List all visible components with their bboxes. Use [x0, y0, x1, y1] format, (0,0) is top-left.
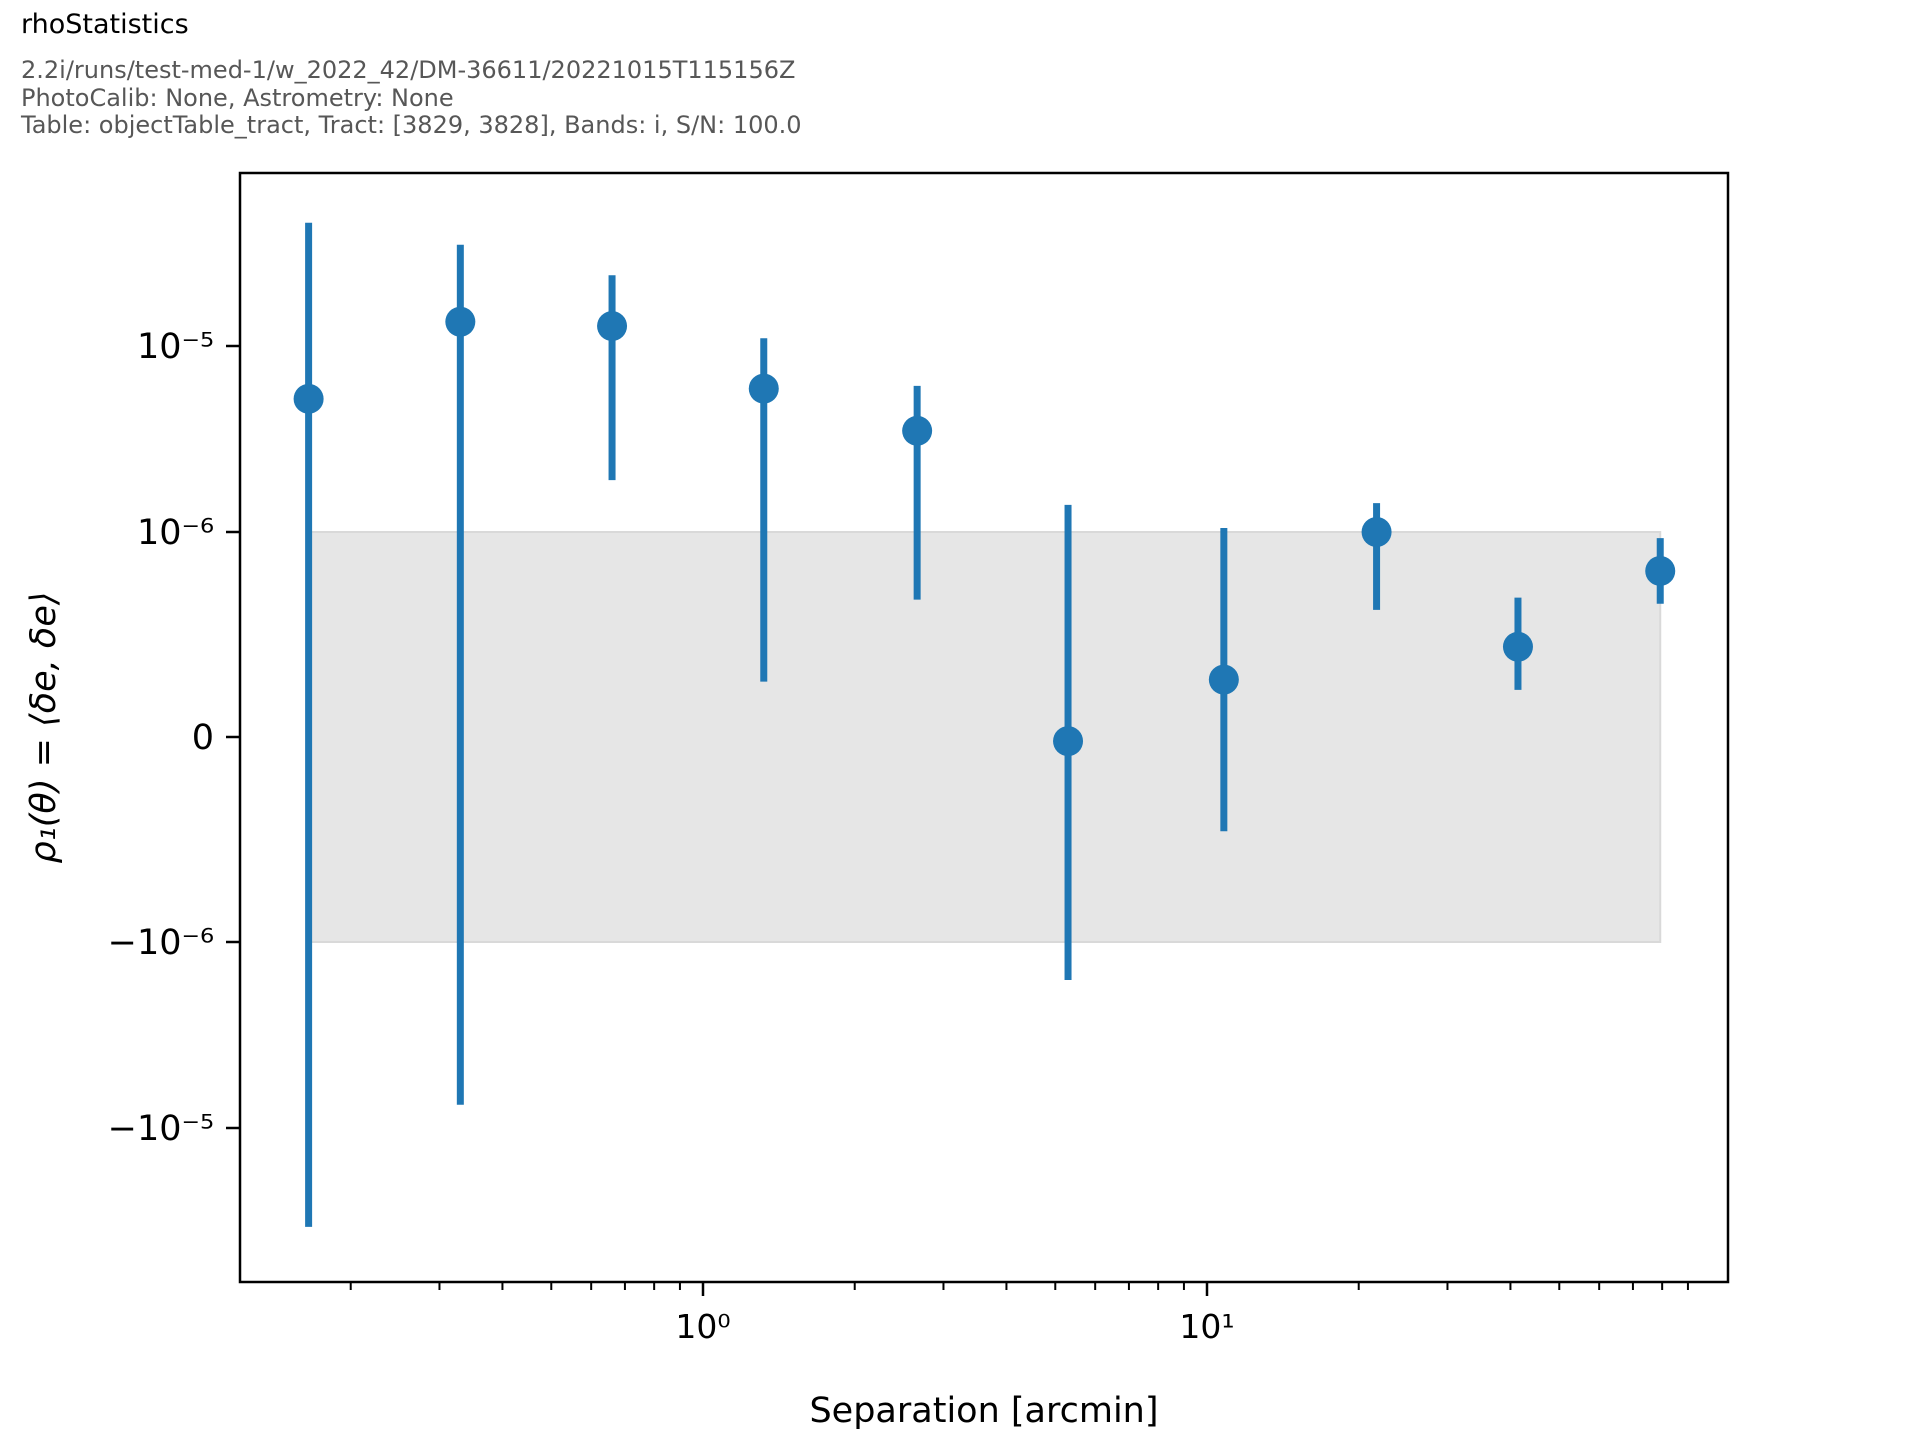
- data-point-marker: [1053, 726, 1084, 757]
- plot-frame: [238, 171, 1730, 1284]
- data-point-marker: [445, 306, 476, 337]
- y-axis-label: ρ₁(θ) = ⟨δe, δe⟩: [24, 591, 64, 863]
- data-point-marker: [1361, 517, 1392, 547]
- plot-title: rhoStatistics: [21, 9, 189, 40]
- y-tick-label: 10⁻⁶: [137, 513, 214, 553]
- data-point-marker: [1502, 631, 1533, 662]
- y-tick-label: −10⁻⁵: [108, 1109, 214, 1149]
- x-axis-label: Separation [arcmin]: [809, 1391, 1158, 1431]
- y-tick-label: 10⁻⁵: [137, 327, 214, 367]
- calib-astrometry-line: PhotoCalib: None, Astrometry: None: [21, 83, 454, 112]
- data-point-marker: [1208, 664, 1239, 695]
- y-tick-label: −10⁻⁶: [108, 923, 214, 963]
- y-tick-label: 0: [192, 718, 214, 758]
- data-point-marker: [293, 383, 324, 414]
- plot-header: rhoStatistics 2.2i/runs/test-med-1/w_202…: [21, 10, 802, 140]
- x-tick-label: 10¹: [1179, 1307, 1234, 1346]
- data-point-marker: [748, 373, 779, 404]
- sigma-band: [307, 531, 1662, 943]
- data-point-marker: [1645, 555, 1676, 586]
- data-point-marker: [597, 311, 628, 342]
- x-tick-label: 10⁰: [675, 1307, 730, 1346]
- table-tract-bands-line: Table: objectTable_tract, Tract: [3829, …: [21, 111, 802, 139]
- data-point-marker: [902, 415, 933, 446]
- run-collection-line: 2.2i/runs/test-med-1/w_2022_42/DM-36611/…: [21, 56, 796, 84]
